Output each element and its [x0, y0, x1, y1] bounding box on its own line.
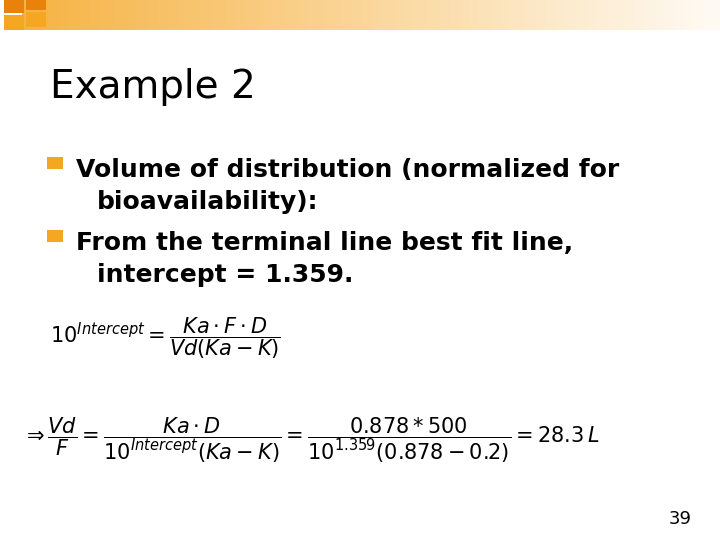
FancyBboxPatch shape	[47, 157, 63, 169]
Text: From the terminal line best fit line,: From the terminal line best fit line,	[76, 231, 572, 254]
FancyBboxPatch shape	[26, 0, 46, 10]
Text: Volume of distribution (normalized for: Volume of distribution (normalized for	[76, 158, 619, 181]
Text: $\Rightarrow \dfrac{Vd}{F} = \dfrac{Ka \cdot D}{10^{Intercept}(Ka - K)} = \dfrac: $\Rightarrow \dfrac{Vd}{F} = \dfrac{Ka \…	[22, 416, 599, 465]
FancyBboxPatch shape	[4, 0, 24, 14]
Text: Example 2: Example 2	[50, 68, 256, 105]
FancyBboxPatch shape	[47, 230, 63, 242]
Text: intercept = 1.359.: intercept = 1.359.	[97, 263, 354, 287]
FancyBboxPatch shape	[4, 15, 24, 30]
Text: 39: 39	[668, 510, 691, 528]
Text: $10^{Intercept} = \dfrac{Ka \cdot F \cdot D}{Vd(Ka - K)}$: $10^{Intercept} = \dfrac{Ka \cdot F \cdo…	[50, 316, 282, 361]
FancyBboxPatch shape	[26, 11, 46, 26]
Text: bioavailability):: bioavailability):	[97, 190, 319, 214]
